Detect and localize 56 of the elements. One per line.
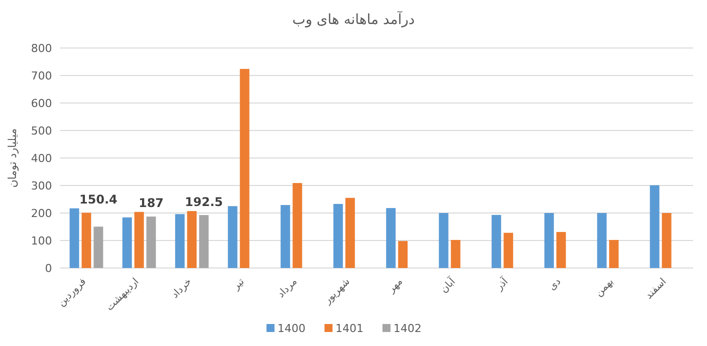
- legend-label: 1402: [394, 322, 422, 335]
- x-tick-label: مرداد: [276, 276, 300, 300]
- bar: [398, 241, 408, 268]
- x-tick-label: اسفند: [644, 276, 669, 302]
- y-tick-label: 100: [31, 234, 52, 248]
- bar: [82, 212, 92, 268]
- bar: [122, 217, 132, 268]
- y-tick-label: 400: [31, 152, 52, 165]
- bar: [70, 208, 80, 268]
- bar: [175, 214, 185, 268]
- data-label: 150.4: [79, 192, 118, 206]
- bar: [199, 215, 209, 268]
- y-axis-title: میلیارد تومان: [6, 128, 19, 188]
- bar: [240, 68, 250, 268]
- bar: [292, 183, 302, 268]
- bar: [662, 213, 672, 268]
- bar: [345, 198, 355, 268]
- x-tick-label: خرداد: [170, 276, 194, 301]
- x-tick-label: مهر: [386, 276, 405, 296]
- bar: [650, 185, 660, 268]
- y-tick-label: 200: [31, 207, 52, 220]
- bar: [280, 205, 290, 268]
- y-tick-label: 800: [31, 42, 52, 55]
- chart-title: درآمد ماهانه های وب: [292, 10, 415, 28]
- y-tick-label: 600: [31, 97, 52, 110]
- bar: [333, 204, 343, 268]
- data-label: 192.5: [184, 195, 223, 210]
- y-tick-label: 300: [31, 180, 52, 192]
- bar: [504, 232, 514, 268]
- x-tick-label: شهریور: [322, 276, 352, 307]
- bar: [544, 213, 554, 268]
- bar: [609, 240, 619, 268]
- bar: [228, 206, 238, 268]
- x-tick-label: فروردین: [56, 276, 89, 309]
- bar: [386, 208, 396, 268]
- x-tick-label: دی: [546, 276, 564, 293]
- legend-label: 1400: [278, 322, 306, 335]
- bar: [597, 213, 607, 268]
- x-tick-label: آبان: [437, 274, 459, 296]
- bar: [146, 216, 156, 268]
- x-tick-label: تیر: [230, 276, 247, 293]
- x-tick-label: اردیبهشت: [104, 276, 142, 314]
- bar: [492, 214, 502, 268]
- data-label: 187: [138, 196, 164, 210]
- bar: [187, 211, 197, 268]
- y-tick-label: 0: [45, 262, 52, 275]
- y-tick-label: 500: [31, 124, 52, 138]
- bar: [134, 212, 144, 268]
- legend-label: 1401: [336, 322, 364, 335]
- y-tick-label: 700: [31, 70, 52, 82]
- x-tick-label: بهمن: [594, 276, 616, 299]
- bar: [438, 213, 448, 268]
- bar: [450, 240, 460, 268]
- bar: [556, 232, 566, 268]
- bar: [94, 226, 104, 268]
- x-tick-label: آذر: [492, 274, 512, 294]
